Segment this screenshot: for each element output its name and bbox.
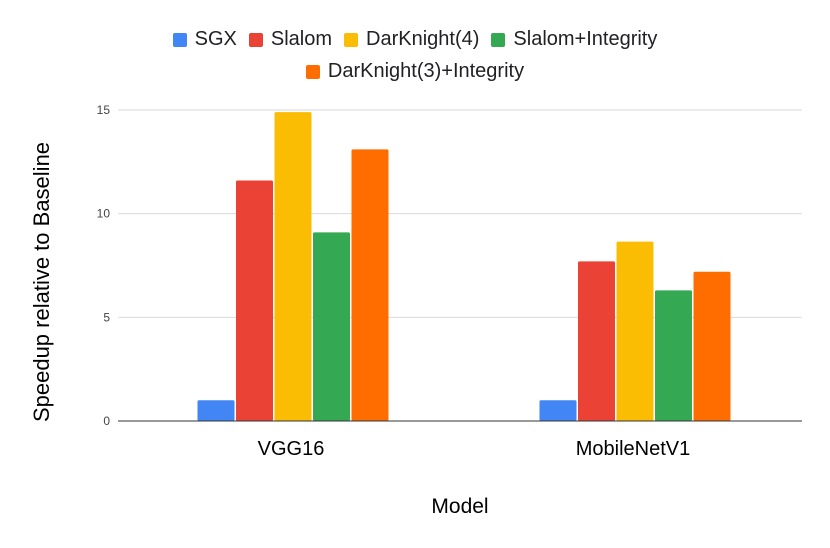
- legend-label-darknight4: DarKnight(4): [366, 28, 480, 50]
- legend-row-2: DarKnight(3)+Integrity: [0, 60, 830, 83]
- bar-MobileNetV1-DarKnight(4): [616, 241, 654, 421]
- bar-MobileNetV1-Slalom: [578, 261, 615, 421]
- bar-MobileNetV1-Slalom+Integrity: [655, 290, 692, 421]
- legend-item-darknight3-integrity[interactable]: DarKnight(3)+Integrity: [305, 60, 525, 83]
- legend-label-slalom: Slalom: [270, 28, 333, 50]
- y-tick-label-5: 5: [103, 310, 110, 324]
- y-axis-title: Speedup relative to Baseline: [29, 141, 54, 423]
- legend-swatch-darknight4: [344, 32, 359, 47]
- y-tick-label-10: 10: [97, 207, 111, 221]
- bar-VGG16-Slalom: [236, 180, 273, 421]
- legend-label-slalom-integrity: Slalom+Integrity: [513, 28, 658, 50]
- legend-item-slalom[interactable]: Slalom: [248, 28, 333, 51]
- bar-VGG16-DarKnight(3)+Integrity: [351, 149, 389, 422]
- x-tick-label-VGG16: VGG16: [258, 438, 325, 460]
- legend-label-darknight3-integrity: DarKnight(3)+Integrity: [327, 60, 525, 82]
- bar-VGG16-SGX: [197, 400, 235, 421]
- legend-swatch-slalom-integrity: [491, 32, 506, 47]
- bar-MobileNetV1-SGX: [539, 400, 577, 421]
- x-axis-title: Model: [431, 495, 489, 518]
- x-tick-label-MobileNetV1: MobileNetV1: [576, 438, 691, 460]
- legend-item-darknight4[interactable]: DarKnight(4): [344, 28, 479, 51]
- bar-VGG16-Slalom+Integrity: [313, 232, 350, 421]
- legend-row-1: SGX Slalom DarKnight(4) Slalom+Integrity: [0, 28, 830, 51]
- legend-item-sgx[interactable]: SGX: [172, 28, 237, 51]
- legend-label-sgx: SGX: [194, 28, 237, 50]
- y-tick-label-15: 15: [97, 103, 111, 117]
- bar-MobileNetV1-DarKnight(3)+Integrity: [693, 271, 731, 421]
- legend-swatch-sgx: [172, 32, 187, 47]
- legend-swatch-darknight3-integrity: [305, 64, 320, 79]
- legend-item-slalom-integrity[interactable]: Slalom+Integrity: [491, 28, 657, 51]
- bar-VGG16-DarKnight(4): [274, 112, 312, 421]
- y-tick-label-0: 0: [103, 414, 110, 428]
- legend-swatch-slalom: [248, 32, 263, 47]
